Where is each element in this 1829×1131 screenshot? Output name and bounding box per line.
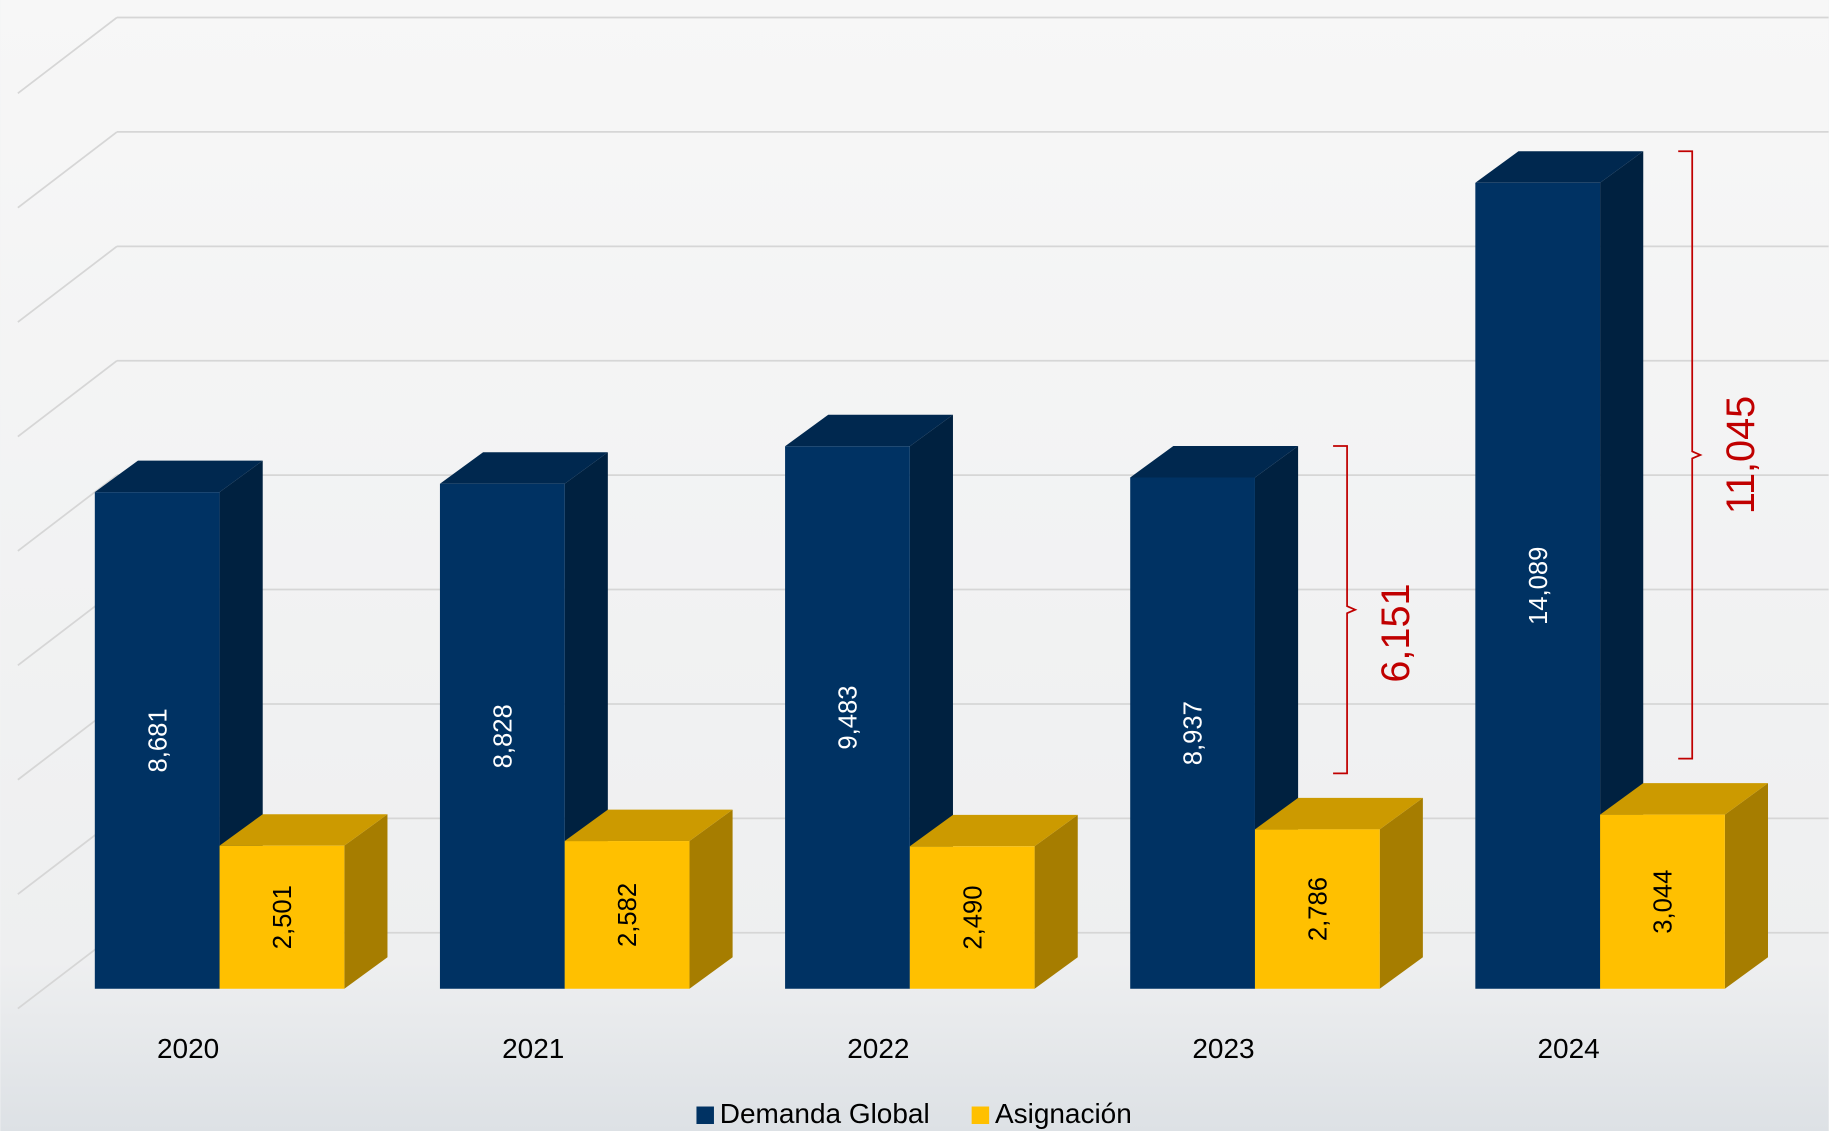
bar-front (1475, 182, 1601, 989)
legend-label: Asignación (995, 1098, 1132, 1129)
value-label: 14,089 (1525, 547, 1553, 625)
legend-swatch (971, 1106, 990, 1125)
bar-top (1254, 797, 1423, 830)
bar-top (1475, 151, 1644, 183)
bar-front (219, 845, 345, 989)
x-tick-label: 2024 (1537, 1033, 1599, 1064)
bar-front (564, 841, 690, 989)
grid-line (17, 131, 118, 209)
legend-label: Demanda Global (720, 1098, 930, 1129)
bar-front (909, 846, 1035, 989)
value-label: 2,501 (269, 885, 297, 949)
bar-top (1130, 446, 1299, 478)
bar (219, 814, 388, 989)
value-label: 9,483 (835, 685, 863, 749)
grid-line (17, 245, 118, 323)
bar (94, 460, 263, 989)
bar-top (785, 414, 953, 447)
bar-top (564, 809, 733, 842)
bar-front (1254, 829, 1380, 989)
bar (1475, 151, 1644, 989)
bar-top (439, 452, 608, 484)
bar-side (1724, 783, 1768, 989)
value-label: 8,937 (1180, 701, 1208, 765)
annotation: 11,045 (1719, 396, 1763, 514)
bar-front (785, 446, 910, 989)
bar-top (94, 460, 263, 493)
legend-swatch (696, 1106, 714, 1125)
bar (564, 809, 733, 989)
bar-top (909, 814, 1078, 847)
grid-line (17, 474, 118, 552)
value-label: 3,044 (1650, 870, 1678, 934)
x-tick-label: 2023 (1192, 1033, 1254, 1064)
annotation: 6,151 (1374, 583, 1418, 682)
value-label: 2,582 (614, 883, 642, 947)
bar-side (344, 814, 388, 989)
bar-side (689, 809, 733, 989)
value-label: 2,786 (1304, 877, 1332, 941)
bar-top (219, 814, 388, 846)
bar-front (1130, 477, 1255, 989)
grid-line (17, 16, 118, 94)
value-label: 8,828 (489, 704, 517, 768)
grid-line (17, 360, 118, 438)
bar-front (439, 483, 565, 989)
bar (909, 814, 1078, 989)
x-tick-label: 2020 (157, 1033, 219, 1064)
bracket (1678, 150, 1703, 760)
bar-front (1600, 814, 1725, 989)
value-label: 2,490 (959, 885, 987, 949)
bracket (1333, 445, 1358, 775)
bar-side (1034, 814, 1078, 989)
bar-side (1379, 797, 1423, 989)
bar-side (1600, 151, 1644, 989)
value-label: 8,681 (144, 708, 172, 772)
bar-front (94, 492, 220, 989)
x-tick-label: 2021 (502, 1033, 564, 1064)
bar (1600, 783, 1768, 989)
bar-top (1600, 783, 1768, 815)
x-tick-label: 2022 (847, 1033, 909, 1064)
bar (1254, 797, 1423, 989)
